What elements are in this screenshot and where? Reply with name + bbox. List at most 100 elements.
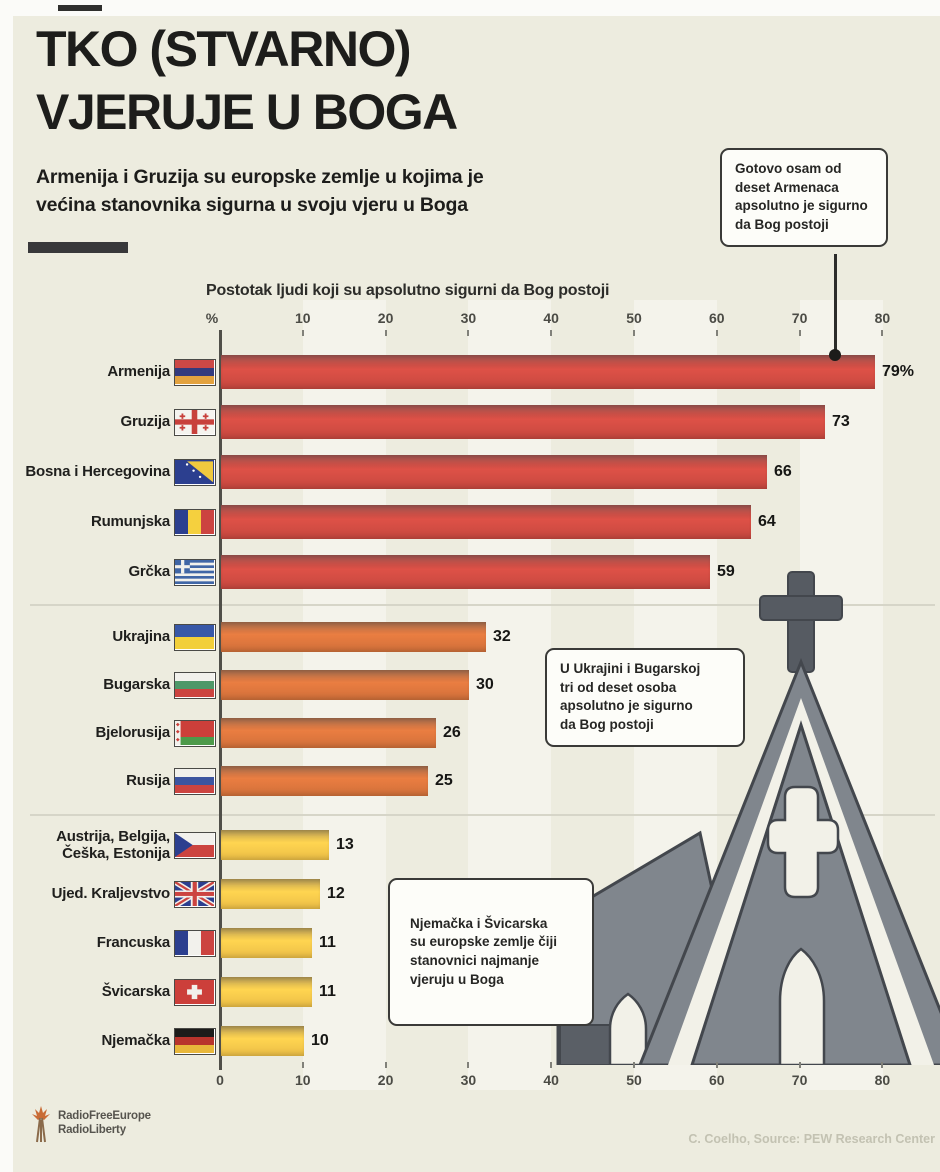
flag-georgia-icon <box>174 408 216 436</box>
axis-bottom-tick-label: 0 <box>216 1072 224 1088</box>
title-underline-bar <box>28 242 128 253</box>
axis-tick-mark <box>881 330 884 336</box>
axis-tick-mark <box>633 1062 635 1068</box>
country-label: Rusija <box>126 772 170 790</box>
bar-romania <box>221 505 751 539</box>
axis-top-tick-label: % <box>205 310 219 326</box>
group-divider <box>30 604 935 606</box>
axis-top-tick-label: 20 <box>377 310 394 326</box>
axis-bottom-tick-label: 50 <box>626 1072 642 1088</box>
bar-value: 64 <box>758 513 776 530</box>
axis-tick-mark <box>550 330 553 336</box>
group-divider <box>30 814 935 816</box>
callout-ukraine-bulgaria: U Ukrajini i Bugarskoj tri od deset osob… <box>545 648 745 747</box>
source-credit: C. Coelho, Source: PEW Research Center <box>688 1132 935 1146</box>
axis-top-tick-label: 10 <box>295 310 311 326</box>
axis-top-tick-label: 40 <box>543 310 559 326</box>
flag-bulgaria-icon <box>174 671 216 699</box>
callout-germany-switzerland: Njemačka i Švicarska su europske zemlje … <box>388 878 594 1026</box>
axis-top-tick-label: 60 <box>709 310 725 326</box>
church-icon <box>556 571 940 1065</box>
bar-value: 59 <box>717 563 735 580</box>
flag-armenia-icon <box>174 358 216 386</box>
bar-value: 30 <box>476 676 494 693</box>
bar-belarus <box>221 718 436 748</box>
flag-ukraine-icon <box>174 623 216 651</box>
country-label: Gruzija <box>120 413 171 431</box>
axis-top-tick-label: 30 <box>460 310 477 326</box>
bar-value: 26 <box>443 724 461 741</box>
axis-tick-mark <box>715 330 718 336</box>
axis-bottom-tick-label: 60 <box>709 1072 725 1088</box>
country-label: Švicarska <box>101 983 170 1001</box>
axis-top-tick-label: 70 <box>791 310 808 326</box>
axis-tick-mark <box>467 330 470 336</box>
country-label: Ukrajina <box>112 628 170 646</box>
left-margin <box>0 0 13 1172</box>
page-subtitle: Armenija i Gruzija su europske zemlje u … <box>36 166 484 216</box>
country-label: Bugarska <box>103 676 170 694</box>
callout-armenia: Gotovo osam od deset Armenaca apsolutno … <box>720 148 888 247</box>
bar-value: 12 <box>327 885 345 902</box>
axis-tick-mark <box>715 1062 718 1068</box>
axis-bottom-tick-label: 30 <box>460 1072 477 1088</box>
axis-bottom-tick-label: 40 <box>543 1072 559 1088</box>
axis-bottom-tick-label: 70 <box>791 1072 808 1088</box>
axis-top-tick-label: 80 <box>874 310 891 326</box>
rfe-logo-text: RadioFreeEurope RadioLiberty <box>58 1110 151 1136</box>
bar-value: 11 <box>319 934 336 951</box>
axis-tick-mark <box>301 330 304 336</box>
flag-bosnia-icon <box>174 458 216 486</box>
callout-connector-dot <box>829 349 841 361</box>
bar-value: 32 <box>493 628 511 645</box>
axis-bottom-tick-label: 20 <box>377 1072 394 1088</box>
crop-artifact-mark <box>58 5 102 11</box>
country-label: Bosna i Hercegovina <box>25 463 170 481</box>
top-margin <box>0 0 940 16</box>
axis-tick-mark <box>798 1062 801 1068</box>
flag-switzerland-icon <box>174 978 216 1006</box>
bar-georgia <box>221 405 825 439</box>
bar-germany <box>221 1026 304 1056</box>
axis-title: Postotak ljudi koji su apsolutno sigurni… <box>206 282 610 299</box>
flag-czechia-icon <box>174 831 216 859</box>
axis-tick-mark <box>550 1062 553 1068</box>
bar-armenia <box>221 355 875 389</box>
axis-tick-mark <box>384 1062 387 1068</box>
country-label: Grčka <box>128 563 170 581</box>
flag-uk-icon <box>174 880 216 908</box>
axis-zero-line <box>219 330 222 1070</box>
bar-czechia <box>221 830 329 860</box>
country-label: Francuska <box>96 934 170 952</box>
page-title: TKO (STVARNO) VJERUJE U BOGA <box>36 21 458 140</box>
axis-tick-mark <box>881 1062 884 1068</box>
axis-tick-mark <box>633 330 635 336</box>
axis-tick-mark <box>301 1062 304 1068</box>
flag-romania-icon <box>174 508 216 536</box>
axis-bottom-tick-label: 80 <box>874 1072 891 1088</box>
bar-value: 79% <box>882 363 915 380</box>
bar-value: 66 <box>774 463 792 480</box>
axis-bottom-tick-label: 10 <box>295 1072 311 1088</box>
country-label: Armenija <box>107 363 170 381</box>
country-label: Bjelorusija <box>95 724 171 742</box>
axis-tick-mark <box>467 1062 470 1068</box>
bar-ukraine <box>221 622 486 652</box>
bar-value: 25 <box>435 772 453 789</box>
bar-greece <box>221 555 710 589</box>
flag-belarus-icon <box>174 719 216 747</box>
bar-value: 13 <box>336 836 354 853</box>
axis-tick-mark <box>384 330 387 336</box>
axis-tick-mark <box>798 330 801 336</box>
axis-top-tick-label: 50 <box>626 310 642 326</box>
bar-uk <box>221 879 320 909</box>
rfe-rl-logo: RadioFreeEurope RadioLiberty <box>30 1104 151 1144</box>
bar-bosnia <box>221 455 767 489</box>
flag-france-icon <box>174 929 216 957</box>
bar-value: 73 <box>832 413 850 430</box>
bar-switzerland <box>221 977 312 1007</box>
bar-france <box>221 928 312 958</box>
country-label: Rumunjska <box>90 513 170 531</box>
flag-germany-icon <box>174 1027 216 1055</box>
